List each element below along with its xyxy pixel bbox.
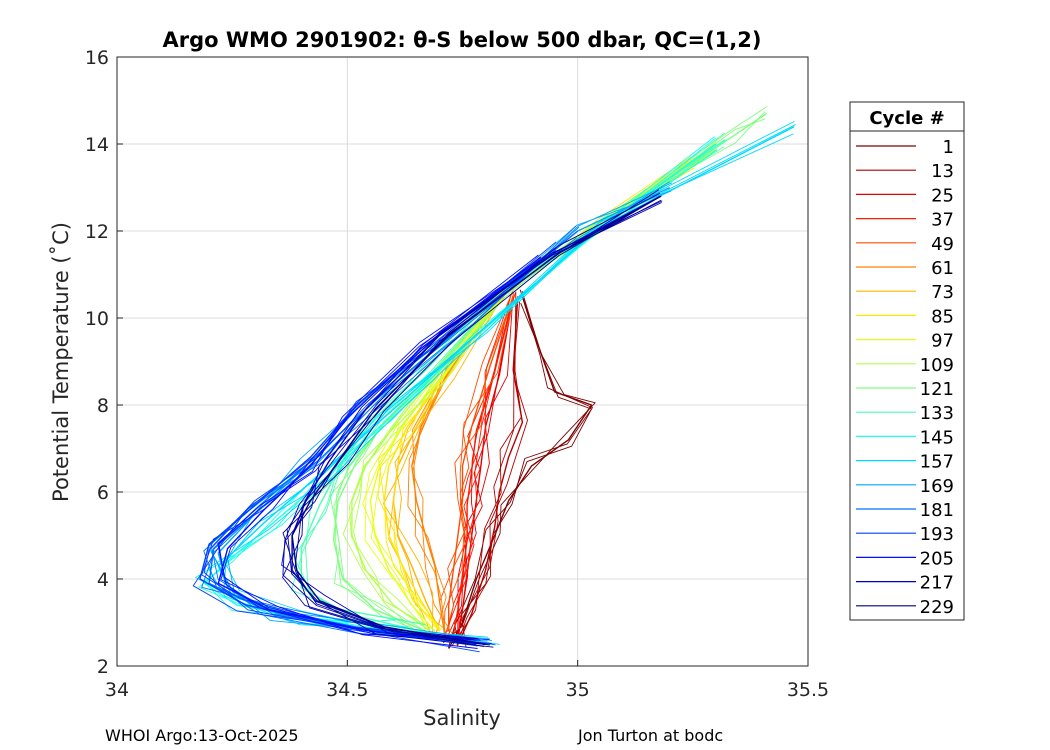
series-line-49 — [445, 289, 515, 636]
legend-label: 97 — [931, 331, 954, 352]
series-line-205 — [217, 260, 540, 640]
series-line-121 — [334, 106, 768, 638]
series-line-61 — [407, 297, 505, 634]
series-line-25 — [457, 297, 514, 647]
series-line-13 — [457, 296, 524, 645]
legend-label: 157 — [920, 452, 954, 473]
footer-right: Jon Turton at bodc — [577, 726, 723, 745]
legend-label: 217 — [920, 573, 954, 594]
chart-title: Argo WMO 2901902: θ-S below 500 dbar, QC… — [163, 28, 762, 52]
y-tick-label: 10 — [85, 308, 109, 330]
series-13 — [451, 291, 528, 648]
series-line-181 — [201, 226, 580, 646]
legend-label: 229 — [920, 597, 954, 618]
legend-label: 13 — [931, 161, 954, 182]
x-axis-label: Salinity — [423, 706, 501, 730]
y-tick-label: 14 — [85, 134, 109, 156]
series-line-133 — [290, 139, 728, 626]
series-line-205 — [220, 262, 540, 649]
ticks: 34 34.5 35 35.5 2 4 6 8 10 12 14 16 — [85, 47, 829, 701]
series-1 — [443, 289, 596, 649]
series-line-49 — [443, 295, 514, 634]
legend-label: 25 — [931, 185, 954, 206]
legend-label: 73 — [931, 282, 954, 303]
legend-label: 109 — [920, 355, 954, 376]
series-line-205 — [218, 254, 539, 645]
legend-entries: 1 13 25 37 49 61 73 85 97 109 121 133 145 157 169 181 19… — [856, 137, 954, 618]
grid — [116, 56, 809, 667]
legend-label: 61 — [931, 258, 954, 279]
series-121 — [329, 106, 768, 638]
series-line-1 — [443, 290, 596, 644]
series-229 — [282, 192, 662, 648]
y-tick-label: 16 — [85, 47, 109, 69]
series-line-1 — [448, 302, 592, 648]
legend-title: Cycle # — [869, 108, 944, 129]
series-line-37 — [447, 295, 514, 632]
x-tick-label: 34 — [105, 679, 129, 701]
legend-label: 1 — [943, 137, 954, 158]
series-line-1 — [448, 296, 593, 649]
x-tick-label: 35 — [566, 679, 590, 701]
y-tick-label: 8 — [97, 395, 109, 417]
series-layer — [192, 106, 796, 653]
legend-label: 145 — [920, 427, 954, 448]
series-line-13 — [461, 301, 521, 648]
series-line-13 — [451, 291, 522, 647]
series-line-49 — [448, 296, 514, 632]
series-205 — [217, 254, 542, 649]
series-line-13 — [456, 298, 528, 646]
y-tick-label: 2 — [97, 656, 109, 678]
series-line-25 — [456, 293, 514, 642]
y-tick-label: 4 — [97, 569, 109, 591]
axes-box — [116, 56, 809, 667]
series-line-229 — [291, 195, 661, 645]
legend: Cycle # 1 13 25 37 49 61 73 85 97 109 121 133 145 157… — [849, 101, 965, 621]
legend-label: 205 — [920, 548, 954, 569]
series-line-229 — [282, 192, 661, 646]
series-line-133 — [305, 132, 726, 633]
series-line-61 — [412, 291, 503, 634]
legend-label: 193 — [920, 524, 954, 545]
y-tick-label: 12 — [85, 221, 109, 243]
legend-label: 37 — [931, 210, 954, 231]
y-tick-label: 6 — [97, 482, 109, 504]
legend-label: 169 — [920, 476, 954, 497]
series-line-193 — [192, 241, 557, 641]
x-tick-label: 35.5 — [787, 679, 829, 701]
legend-label: 133 — [920, 403, 954, 424]
footer-left: WHOI Argo:13-Oct-2025 — [105, 726, 299, 745]
legend-label: 49 — [931, 234, 954, 255]
series-line-73 — [382, 297, 505, 639]
series-line-217 — [282, 200, 663, 639]
series-line-229 — [286, 199, 662, 648]
legend-label: 85 — [931, 306, 954, 327]
series-line-121 — [329, 111, 766, 635]
legend-label: 181 — [920, 500, 954, 521]
x-tick-label: 34.5 — [326, 679, 368, 701]
y-axis-label: Potential Temperature (˚C) — [49, 222, 73, 502]
series-line-1 — [454, 289, 593, 642]
series-line-229 — [294, 195, 662, 648]
legend-label: 121 — [920, 379, 954, 400]
